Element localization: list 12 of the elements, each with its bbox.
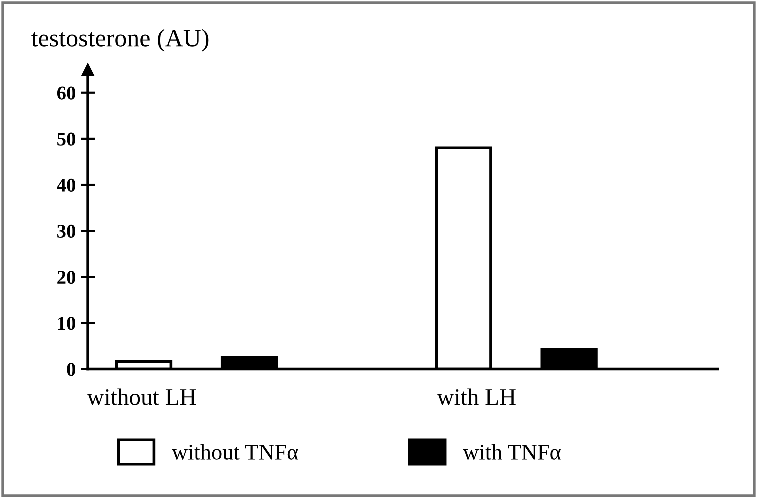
y-tick-label: 20 [58,270,76,284]
legend-label: with TNFα [463,444,561,460]
legend-label: without TNFα [172,444,298,460]
x-tick-label: with LH [437,388,516,406]
y-tick-label: 0 [67,363,76,376]
y-tick-label: 40 [57,178,76,192]
x-tick-label: without LH [87,388,196,406]
y-axis-title: testosterone (AU) [32,29,209,52]
y-tick-label: 50 [58,132,76,146]
y-tick-label: 60 [57,86,76,100]
y-tick-label: 30 [58,224,76,238]
y-tick-label: 10 [58,317,76,330]
